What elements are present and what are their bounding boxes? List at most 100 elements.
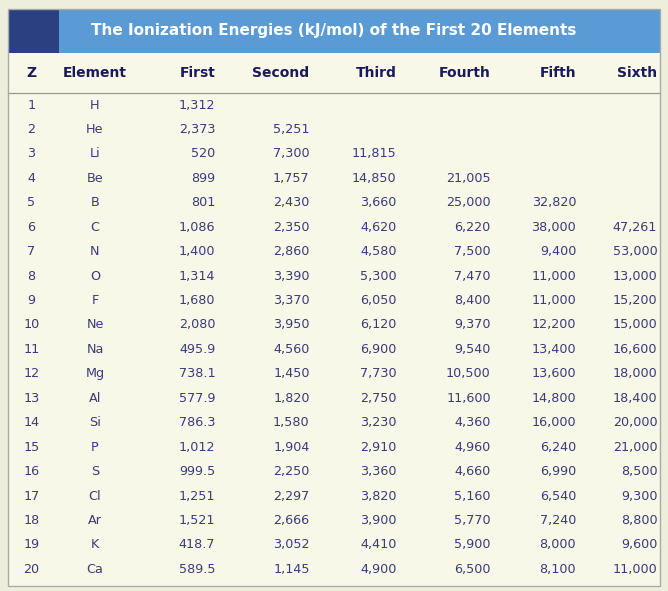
Text: 1,521: 1,521 (179, 514, 215, 527)
Text: Al: Al (89, 392, 101, 405)
Text: 4,410: 4,410 (360, 538, 397, 551)
Text: 18,000: 18,000 (613, 368, 657, 381)
Text: 3: 3 (27, 147, 35, 160)
Text: 495.9: 495.9 (179, 343, 215, 356)
Text: 18,400: 18,400 (613, 392, 657, 405)
Text: 13: 13 (23, 392, 39, 405)
Text: 3,390: 3,390 (273, 269, 309, 282)
Text: He: He (86, 123, 104, 136)
Text: 53,000: 53,000 (613, 245, 657, 258)
Text: 12: 12 (23, 368, 39, 381)
Text: 11,815: 11,815 (352, 147, 397, 160)
Text: 5,770: 5,770 (454, 514, 491, 527)
Text: 5,900: 5,900 (454, 538, 491, 551)
Text: 16,000: 16,000 (532, 416, 576, 429)
Text: 418.7: 418.7 (179, 538, 215, 551)
Text: 11,600: 11,600 (446, 392, 491, 405)
Text: 2,910: 2,910 (360, 441, 397, 454)
Text: 13,400: 13,400 (532, 343, 576, 356)
Text: 6: 6 (27, 220, 35, 233)
Text: 2,350: 2,350 (273, 220, 309, 233)
Text: 6,540: 6,540 (540, 489, 576, 502)
Text: 7,500: 7,500 (454, 245, 491, 258)
Text: First: First (180, 66, 215, 80)
Text: 2,297: 2,297 (273, 489, 309, 502)
Text: P: P (91, 441, 99, 454)
Text: 5,160: 5,160 (454, 489, 491, 502)
Text: 4,960: 4,960 (454, 441, 491, 454)
Text: 11,000: 11,000 (532, 269, 576, 282)
Text: 21,000: 21,000 (613, 441, 657, 454)
Text: Fourth: Fourth (439, 66, 491, 80)
Text: 9,600: 9,600 (621, 538, 657, 551)
Text: 786.3: 786.3 (179, 416, 215, 429)
Text: Li: Li (90, 147, 100, 160)
Text: 20: 20 (23, 563, 39, 576)
Text: 9,400: 9,400 (540, 245, 576, 258)
Text: 6,120: 6,120 (360, 319, 397, 332)
Text: 8,400: 8,400 (454, 294, 491, 307)
Text: Element: Element (63, 66, 127, 80)
Text: 1: 1 (27, 99, 35, 112)
Text: 9,300: 9,300 (621, 489, 657, 502)
Text: Z: Z (27, 66, 37, 80)
Bar (8, 9, 660, 53)
Text: Si: Si (89, 416, 101, 429)
Text: 8: 8 (27, 269, 35, 282)
Text: 1,251: 1,251 (179, 489, 215, 502)
Text: Cl: Cl (89, 489, 102, 502)
Text: 1,145: 1,145 (273, 563, 309, 576)
Text: 801: 801 (191, 196, 215, 209)
Text: 6,990: 6,990 (540, 465, 576, 478)
Text: 18: 18 (23, 514, 39, 527)
Text: 15,000: 15,000 (613, 319, 657, 332)
Text: 10: 10 (23, 319, 39, 332)
Text: Mg: Mg (86, 368, 104, 381)
Text: 2,430: 2,430 (273, 196, 309, 209)
Text: 4,660: 4,660 (454, 465, 491, 478)
Text: 8,000: 8,000 (540, 538, 576, 551)
Text: 1,314: 1,314 (179, 269, 215, 282)
Text: 8,100: 8,100 (540, 563, 576, 576)
Text: 38,000: 38,000 (532, 220, 576, 233)
Text: 4,900: 4,900 (360, 563, 397, 576)
Text: B: B (91, 196, 100, 209)
Text: 999.5: 999.5 (179, 465, 215, 478)
Text: 7,300: 7,300 (273, 147, 309, 160)
Text: 8,500: 8,500 (621, 465, 657, 478)
Text: 15,200: 15,200 (613, 294, 657, 307)
Text: The Ionization Energies (kJ/mol) of the First 20 Elements: The Ionization Energies (kJ/mol) of the … (92, 23, 576, 38)
Text: 1,086: 1,086 (179, 220, 215, 233)
Text: 1,400: 1,400 (179, 245, 215, 258)
Text: 21,005: 21,005 (446, 172, 491, 185)
Text: 2: 2 (27, 123, 35, 136)
Text: Ne: Ne (86, 319, 104, 332)
Text: C: C (90, 220, 100, 233)
Text: 32,820: 32,820 (532, 196, 576, 209)
Text: 6,220: 6,220 (454, 220, 491, 233)
Text: 6,240: 6,240 (540, 441, 576, 454)
Text: 577.9: 577.9 (179, 392, 215, 405)
Text: Be: Be (87, 172, 104, 185)
Text: 4,620: 4,620 (360, 220, 397, 233)
Text: 11,000: 11,000 (613, 563, 657, 576)
Text: 4,360: 4,360 (454, 416, 491, 429)
Text: K: K (91, 538, 99, 551)
Text: 20,000: 20,000 (613, 416, 657, 429)
Text: 1,450: 1,450 (273, 368, 309, 381)
Text: 520: 520 (191, 147, 215, 160)
Text: 13,000: 13,000 (613, 269, 657, 282)
Text: 14: 14 (23, 416, 39, 429)
Text: 47,261: 47,261 (613, 220, 657, 233)
Text: 19: 19 (23, 538, 39, 551)
Text: 2,080: 2,080 (179, 319, 215, 332)
Text: Second: Second (253, 66, 309, 80)
Text: 10,500: 10,500 (446, 368, 491, 381)
Text: Fifth: Fifth (540, 66, 576, 80)
Text: 3,370: 3,370 (273, 294, 309, 307)
Text: 7,730: 7,730 (360, 368, 397, 381)
Text: 3,820: 3,820 (360, 489, 397, 502)
Text: 8,800: 8,800 (621, 514, 657, 527)
Text: 13,600: 13,600 (532, 368, 576, 381)
Text: 5,251: 5,251 (273, 123, 309, 136)
